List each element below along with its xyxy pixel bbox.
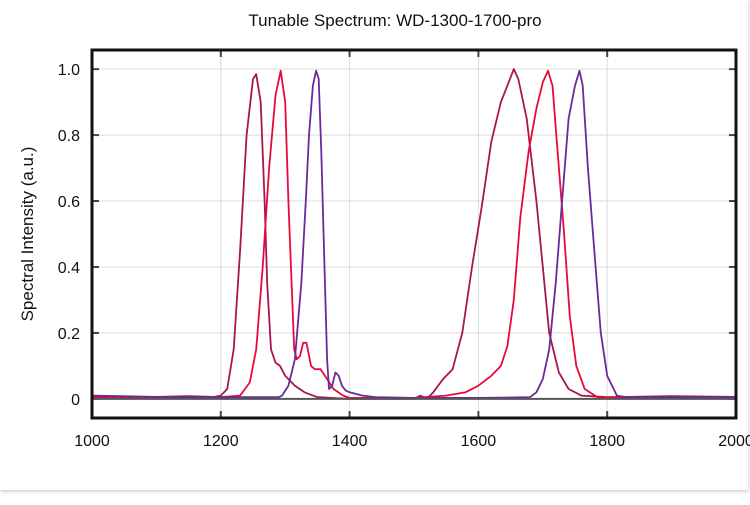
y-tick-label: 0 [71, 392, 80, 409]
y-tick-label: 0.2 [58, 326, 80, 343]
axes: 1000 1200 1400 1600 1800 2000 0 0.2 0.4 0.6 0.8 1.0 [58, 48, 750, 450]
x-tick-label: 1400 [332, 433, 368, 450]
series-lines [91, 68, 737, 400]
series-line-2 [92, 69, 736, 399]
y-tick-label: 0.4 [58, 260, 80, 277]
x-tick-label: 1000 [74, 433, 110, 450]
y-tick-label: 1.0 [58, 62, 80, 79]
plot-frame [90, 48, 738, 420]
x-tick-label: 2000 [718, 433, 750, 450]
y-tick-label: 0.8 [58, 128, 80, 145]
y-axis-label: Spectral Intensity (a.u.) [18, 147, 37, 322]
chart-title: Tunable Spectrum: WD-1300-1700-pro [248, 11, 541, 30]
x-tick-label: 1800 [589, 433, 625, 450]
series-line-3 [91, 69, 737, 399]
chart-card: Tunable Spectrum: WD-1300-1700-pro 1000 1… [18, 11, 750, 450]
series-line-1 [91, 68, 737, 400]
x-tick-label: 1200 [203, 433, 239, 450]
y-tick-label: 0.6 [58, 194, 80, 211]
grid [92, 50, 736, 418]
x-tick-label: 1600 [461, 433, 497, 450]
